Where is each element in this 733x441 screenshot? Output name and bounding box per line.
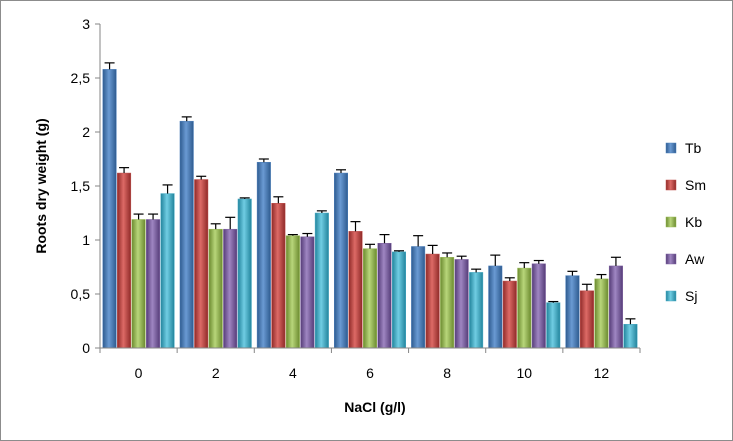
bar-sj-0 bbox=[160, 193, 175, 349]
bar-aw-8 bbox=[454, 259, 469, 349]
legend-label-tb: Tb bbox=[685, 140, 702, 156]
bar-sm-4 bbox=[271, 203, 286, 349]
bar-tb-8 bbox=[411, 246, 426, 349]
x-tick-label: 6 bbox=[366, 365, 374, 381]
legend-label-aw: Aw bbox=[685, 251, 705, 267]
bar-sj-12 bbox=[623, 323, 638, 349]
bars bbox=[102, 62, 638, 349]
bar-sm-2 bbox=[194, 179, 209, 349]
bar-sm-10 bbox=[502, 280, 517, 349]
bar-sm-0 bbox=[117, 172, 132, 349]
legend-swatch-kb bbox=[665, 216, 677, 228]
bar-sj-4 bbox=[314, 212, 329, 349]
bar-tb-6 bbox=[334, 172, 348, 349]
legend-swatch-sj bbox=[665, 290, 677, 302]
bar-aw-6 bbox=[377, 242, 392, 349]
bar-kb-2 bbox=[208, 228, 223, 349]
legend-label-kb: Kb bbox=[685, 214, 702, 230]
legend-swatch-aw bbox=[665, 253, 677, 265]
bar-tb-4 bbox=[256, 161, 271, 349]
bar-sj-10 bbox=[546, 302, 561, 349]
y-tick-label: 0 bbox=[82, 340, 90, 356]
bar-sm-6 bbox=[348, 231, 363, 349]
bar-sm-12 bbox=[579, 290, 594, 349]
bar-kb-0 bbox=[131, 219, 146, 349]
x-tick-label: 2 bbox=[212, 365, 220, 381]
x-tick-label: 0 bbox=[135, 365, 143, 381]
bar-sj-2 bbox=[237, 198, 252, 349]
bar-aw-12 bbox=[608, 265, 623, 349]
x-tick-label: 12 bbox=[594, 365, 610, 381]
bar-tb-0 bbox=[102, 69, 117, 349]
bar-kb-12 bbox=[594, 278, 609, 349]
y-tick-label: 2,5 bbox=[71, 70, 91, 86]
bar-sj-6 bbox=[392, 251, 406, 349]
legend-label-sj: Sj bbox=[685, 288, 697, 304]
bar-aw-2 bbox=[223, 228, 238, 349]
bar-tb-2 bbox=[179, 120, 194, 349]
x-tick-label: 8 bbox=[443, 365, 451, 381]
y-tick-label: 1 bbox=[82, 232, 90, 248]
bar-tb-10 bbox=[488, 265, 503, 349]
bar-aw-4 bbox=[300, 236, 315, 349]
bar-kb-10 bbox=[517, 267, 532, 349]
y-tick-label: 2 bbox=[82, 124, 90, 140]
bar-kb-6 bbox=[363, 248, 377, 349]
bar-tb-12 bbox=[565, 275, 580, 349]
bar-sm-8 bbox=[425, 253, 440, 349]
x-axis-title: NaCl (g/l) bbox=[344, 399, 405, 415]
x-tick-label: 10 bbox=[516, 365, 532, 381]
bar-kb-8 bbox=[440, 257, 455, 349]
x-axis-ticks: 0 2 4 6 8 10 12 bbox=[99, 348, 641, 381]
legend-swatch-tb bbox=[665, 142, 677, 154]
bar-aw-0 bbox=[146, 219, 161, 349]
y-tick-label: 0,5 bbox=[71, 286, 91, 302]
y-tick-label: 1,5 bbox=[71, 178, 91, 194]
y-tick-label: 3 bbox=[82, 16, 90, 32]
y-axis-title: Roots dry weight (g) bbox=[33, 118, 49, 253]
y-axis-ticks: 0 0,5 1 1,5 2 2,5 3 bbox=[71, 16, 100, 356]
bar-kb-4 bbox=[285, 235, 300, 349]
bar-aw-10 bbox=[531, 263, 546, 349]
legend-swatch-sm bbox=[665, 179, 677, 191]
legend-label-sm: Sm bbox=[685, 177, 706, 193]
bar-sj-8 bbox=[469, 272, 484, 349]
x-tick-label: 4 bbox=[289, 365, 297, 381]
legend: Tb Sm Kb Aw Sj bbox=[665, 140, 706, 304]
